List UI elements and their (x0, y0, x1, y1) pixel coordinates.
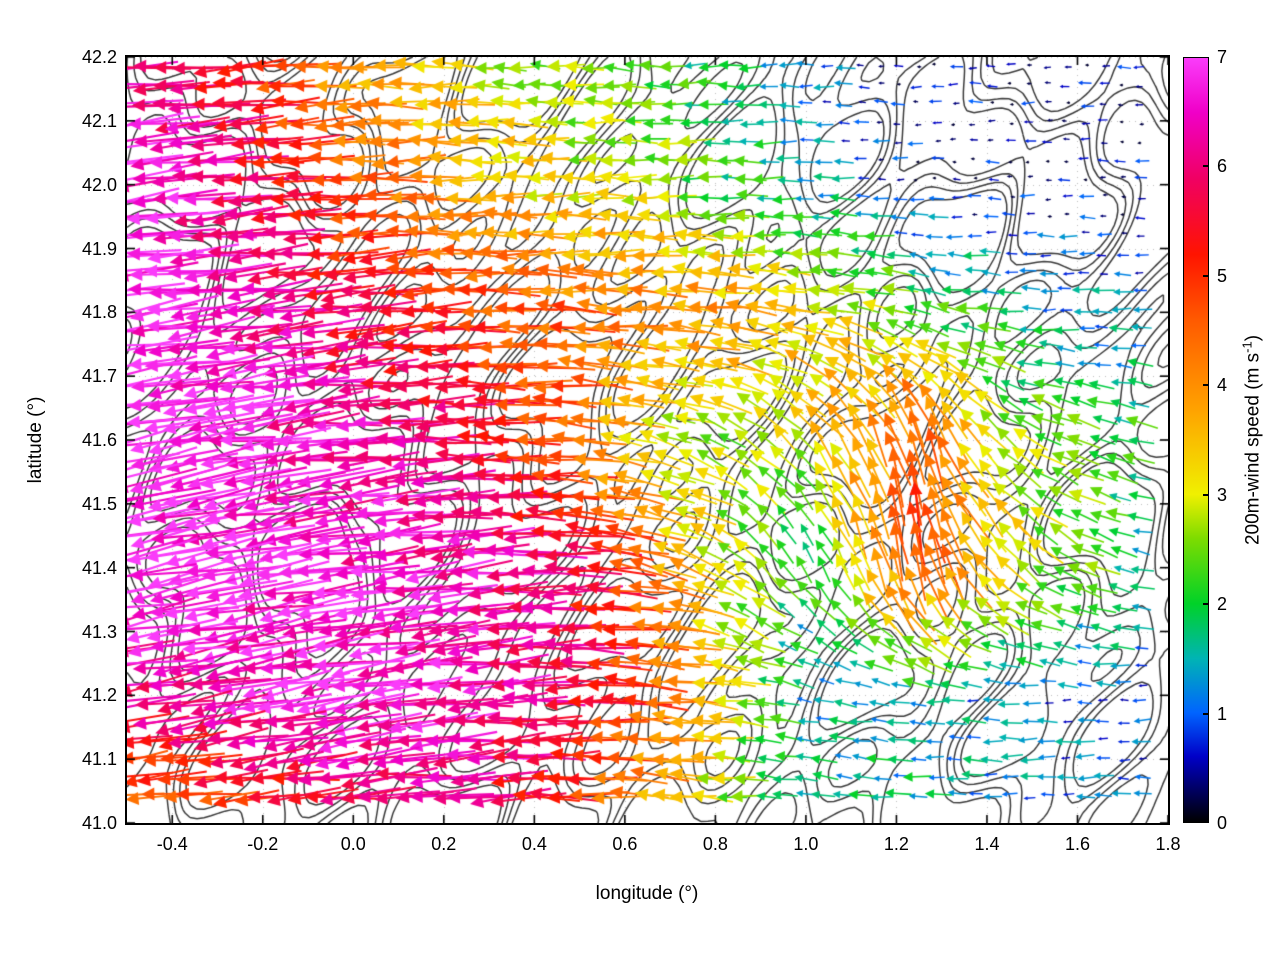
colorbar-label-superscript: -1 (1239, 341, 1255, 353)
colorbar-tick-mark (1203, 384, 1208, 387)
x-tick-label: 0.4 (521, 834, 547, 854)
plot-area (125, 55, 1170, 825)
colorbar-tick-mark (1203, 603, 1208, 606)
y-tick-label: 42.1 (81, 110, 117, 131)
x-axis-label: longitude (°) (595, 883, 699, 904)
colorbar (1183, 57, 1209, 823)
vector-field-canvas (127, 57, 1168, 823)
y-tick-label: 42.2 (81, 47, 117, 67)
colorbar-tick-label: 5 (1217, 265, 1228, 286)
colorbar-tick-mark (1203, 493, 1208, 496)
x-tick-label: -0.4 (156, 834, 188, 854)
x-tick-label: 1.0 (793, 834, 819, 854)
y-tick-label: 42.0 (81, 174, 117, 195)
y-tick-label: 41.5 (81, 493, 117, 514)
colorbar-tick-label: 2 (1217, 594, 1228, 615)
x-tick-label: 1.4 (974, 834, 1000, 854)
colorbar-label-close-paren: ) (1242, 334, 1264, 342)
y-tick-label: 41.9 (81, 238, 117, 259)
x-tick-label: 1.2 (883, 834, 909, 854)
y-tick-label: 41.1 (81, 749, 117, 770)
colorbar-axis-label: 200m-wind speed (m s-1) (1239, 335, 1264, 545)
colorbar-tick-label: 0 (1217, 813, 1228, 833)
x-tick-label: 0.6 (612, 834, 638, 854)
colorbar-tick-label: 6 (1217, 156, 1228, 177)
y-tick-label: 41.4 (81, 557, 117, 578)
colorbar-tick-mark (1203, 165, 1208, 168)
x-tick-label: 0.2 (431, 834, 457, 854)
colorbar-tick-mark (1203, 712, 1208, 715)
y-tick-label: 41.7 (81, 366, 117, 387)
y-tick-label: 41.6 (81, 430, 117, 450)
y-tick-label: 41.3 (81, 621, 117, 642)
colorbar-tick-mark (1203, 274, 1208, 277)
colorbar-tick-label: 1 (1217, 703, 1228, 724)
x-tick-label: 0.0 (340, 834, 366, 854)
colorbar-tick-label: 7 (1217, 47, 1228, 67)
x-tick-label: 1.8 (1155, 834, 1181, 854)
y-tick-label: 41.2 (81, 685, 117, 706)
x-tick-label: 0.8 (702, 834, 728, 854)
colorbar-tick-label: 4 (1217, 375, 1228, 396)
x-tick-label: 1.6 (1064, 834, 1090, 854)
y-tick-label: 41.0 (81, 813, 117, 833)
colorbar-tick-label: 3 (1217, 484, 1228, 505)
x-tick-label: -0.2 (247, 834, 279, 854)
y-tick-label: 41.8 (81, 302, 117, 323)
